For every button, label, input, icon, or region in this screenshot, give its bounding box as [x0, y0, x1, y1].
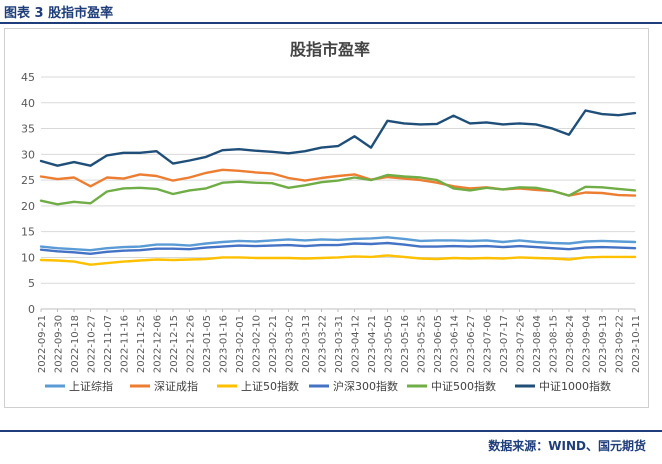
y-tick-label: 15 [21, 226, 35, 239]
x-tick-label: 2023-06-14 [450, 315, 461, 373]
x-tick-label: 2023-07-06 [483, 315, 494, 373]
x-tick-label: 2023-09-22 [615, 315, 626, 373]
x-tick-label: 2022-11-25 [136, 315, 147, 373]
x-tick-label: 2023-09-13 [598, 315, 609, 373]
x-tick-label: 2022-12-06 [153, 315, 164, 373]
legend-label: 上证50指数 [241, 379, 299, 393]
x-tick-label: 2022-09-30 [54, 315, 65, 373]
legend-item: 深证成指 [130, 379, 198, 393]
x-tick-label: 2023-03-13 [301, 315, 312, 373]
y-tick-label: 20 [21, 200, 35, 213]
x-tick-label: 2023-06-27 [466, 315, 477, 373]
x-tick-label: 2023-07-26 [516, 315, 527, 373]
x-tick-label: 2022-12-15 [169, 315, 180, 373]
legend-item: 中证500指数 [407, 379, 496, 393]
legend-label: 中证500指数 [431, 379, 496, 393]
legend-label: 中证1000指数 [539, 379, 611, 393]
series-line-1 [39, 236, 637, 252]
series-line-4 [39, 241, 637, 256]
x-tick-label: 2022-11-16 [120, 315, 131, 373]
legend-label: 深证成指 [154, 379, 198, 393]
data-source: 数据来源：WIND、国元期货 [488, 439, 646, 453]
legend-item: 沪深300指数 [309, 379, 398, 393]
y-tick-label: 0 [28, 303, 35, 316]
x-tick-label: 2022-10-27 [87, 315, 98, 373]
x-tick-label: 2023-03-02 [285, 315, 296, 373]
x-tick-label: 2023-02-01 [235, 315, 246, 373]
series-line-2 [39, 168, 637, 197]
x-tick-label: 2023-05-16 [400, 315, 411, 373]
series-line-5 [39, 173, 637, 206]
chart-title: 股指市盈率 [290, 40, 370, 59]
x-tick-label: 2023-05-25 [417, 315, 428, 373]
header-rule [0, 22, 662, 24]
x-tick-label: 2023-03-31 [334, 315, 345, 373]
footer-rule [0, 430, 662, 432]
legend-item: 中证1000指数 [515, 379, 611, 393]
x-tick-label: 2023-04-21 [367, 315, 378, 373]
series-line-3 [39, 254, 637, 266]
x-tick-label: 2023-08-24 [565, 315, 576, 373]
chart-frame: 0 5 10 15 20 25 30 35 40 45 2022-09-21 2022-09-30 20… [4, 28, 649, 408]
series-line-6 [39, 109, 637, 167]
x-tick-label: 2023-01-05 [202, 315, 213, 373]
y-tick-label: 30 [21, 148, 35, 161]
figure-caption: 图表 3 股指市盈率 [4, 6, 114, 21]
y-tick-label: 10 [21, 251, 35, 264]
pe-ratio-chart: 0 5 10 15 20 25 30 35 40 45 2022-09-21 2022-09-30 20… [21, 40, 642, 393]
legend-label: 上证综指 [69, 379, 113, 393]
x-tick-label: 2022-12-26 [186, 315, 197, 373]
x-tick-label: 2023-08-04 [532, 315, 543, 373]
x-tick-label: 2023-01-16 [219, 315, 230, 373]
x-tick-label: 2022-11-07 [103, 315, 114, 373]
x-tick-label: 2022-10-18 [70, 315, 81, 373]
legend-item: 上证综指 [45, 379, 113, 393]
series-layer [39, 109, 637, 266]
x-tick-label: 2023-08-15 [549, 315, 560, 373]
x-tick-label: 2023-04-12 [351, 315, 362, 373]
x-tick-label: 2023-06-05 [433, 315, 444, 373]
legend: 上证综指 深证成指 上证50指数 沪深300指数 中证500指数 中证1000指数 [45, 379, 611, 393]
x-tick-label: 2023-05-05 [384, 315, 395, 373]
grid-layer [41, 76, 635, 310]
y-tick-label: 45 [21, 71, 35, 84]
x-tick-label: 2023-03-22 [318, 315, 329, 373]
x-tick-label: 2022-09-21 [37, 315, 48, 373]
y-tick-label: 25 [21, 174, 35, 187]
x-tick-label: 2023-07-17 [499, 315, 510, 373]
y-tick-label: 35 [21, 123, 35, 136]
legend-item: 上证50指数 [217, 379, 299, 393]
x-tick-label: 2023-10-11 [631, 315, 642, 373]
y-tick-label: 5 [28, 277, 35, 290]
x-tick-label: 2023-09-04 [582, 315, 593, 373]
x-tick-label: 2023-02-21 [268, 315, 279, 373]
x-tick-label: 2023-02-10 [252, 315, 263, 373]
axis-layer: 0 5 10 15 20 25 30 35 40 45 2022-09-21 2022-09-30 20… [21, 71, 642, 373]
y-tick-label: 40 [21, 97, 35, 110]
legend-label: 沪深300指数 [333, 379, 398, 393]
